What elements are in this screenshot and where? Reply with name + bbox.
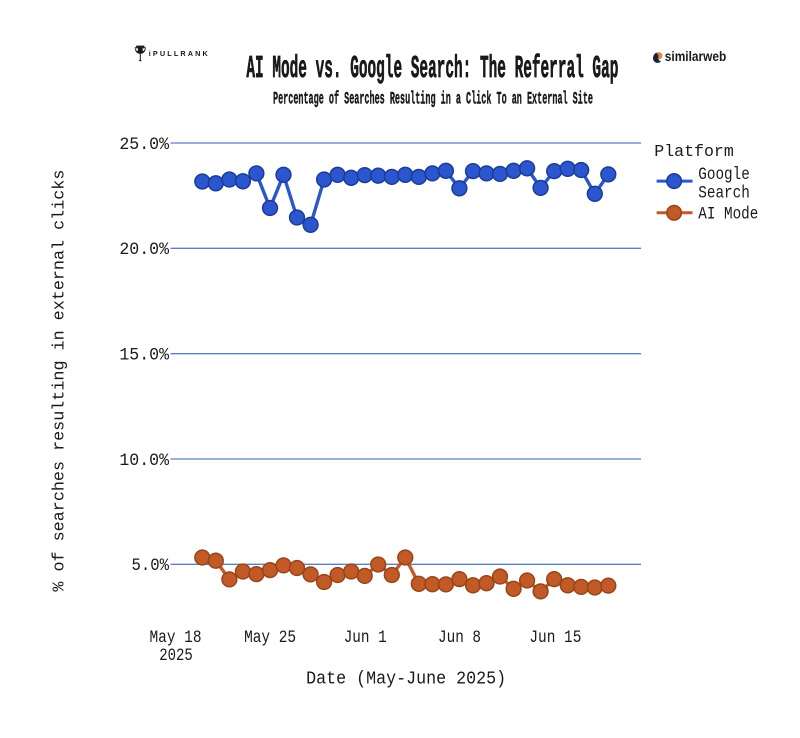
svg-text:iPULLRANK: iPULLRANK [149, 49, 210, 58]
svg-text:2025: 2025 [159, 647, 193, 666]
svg-text:Date (May-June 2025): Date (May-June 2025) [306, 669, 506, 689]
svg-text:Google: Google [698, 166, 750, 185]
svg-text:25.0%: 25.0% [119, 136, 169, 155]
svg-text:10.0%: 10.0% [119, 452, 169, 471]
svg-text:AI Mode: AI Mode [698, 205, 758, 224]
svg-text:5.0%: 5.0% [132, 557, 170, 576]
svg-text:May 18: May 18 [150, 629, 202, 648]
svg-text:Jun 1: Jun 1 [344, 629, 387, 648]
svg-text:Jun 15: Jun 15 [529, 629, 581, 648]
svg-text:Percentage of Searches Resulti: Percentage of Searches Resulting in a Cl… [273, 90, 593, 110]
svg-text:15.0%: 15.0% [119, 347, 169, 366]
svg-text:Jun 8: Jun 8 [438, 629, 481, 648]
svg-text:Platform: Platform [654, 143, 734, 162]
svg-text:% of searches resulting in ext: % of searches resulting in external clic… [51, 170, 70, 592]
svg-text:May 25: May 25 [244, 629, 296, 648]
svg-text:Search: Search [698, 185, 750, 204]
svg-text:AI Mode vs. Google Search: The: AI Mode vs. Google Search: The Referral … [246, 52, 618, 87]
svg-text:20.0%: 20.0% [119, 241, 169, 260]
svg-text:similarweb: similarweb [665, 49, 727, 64]
